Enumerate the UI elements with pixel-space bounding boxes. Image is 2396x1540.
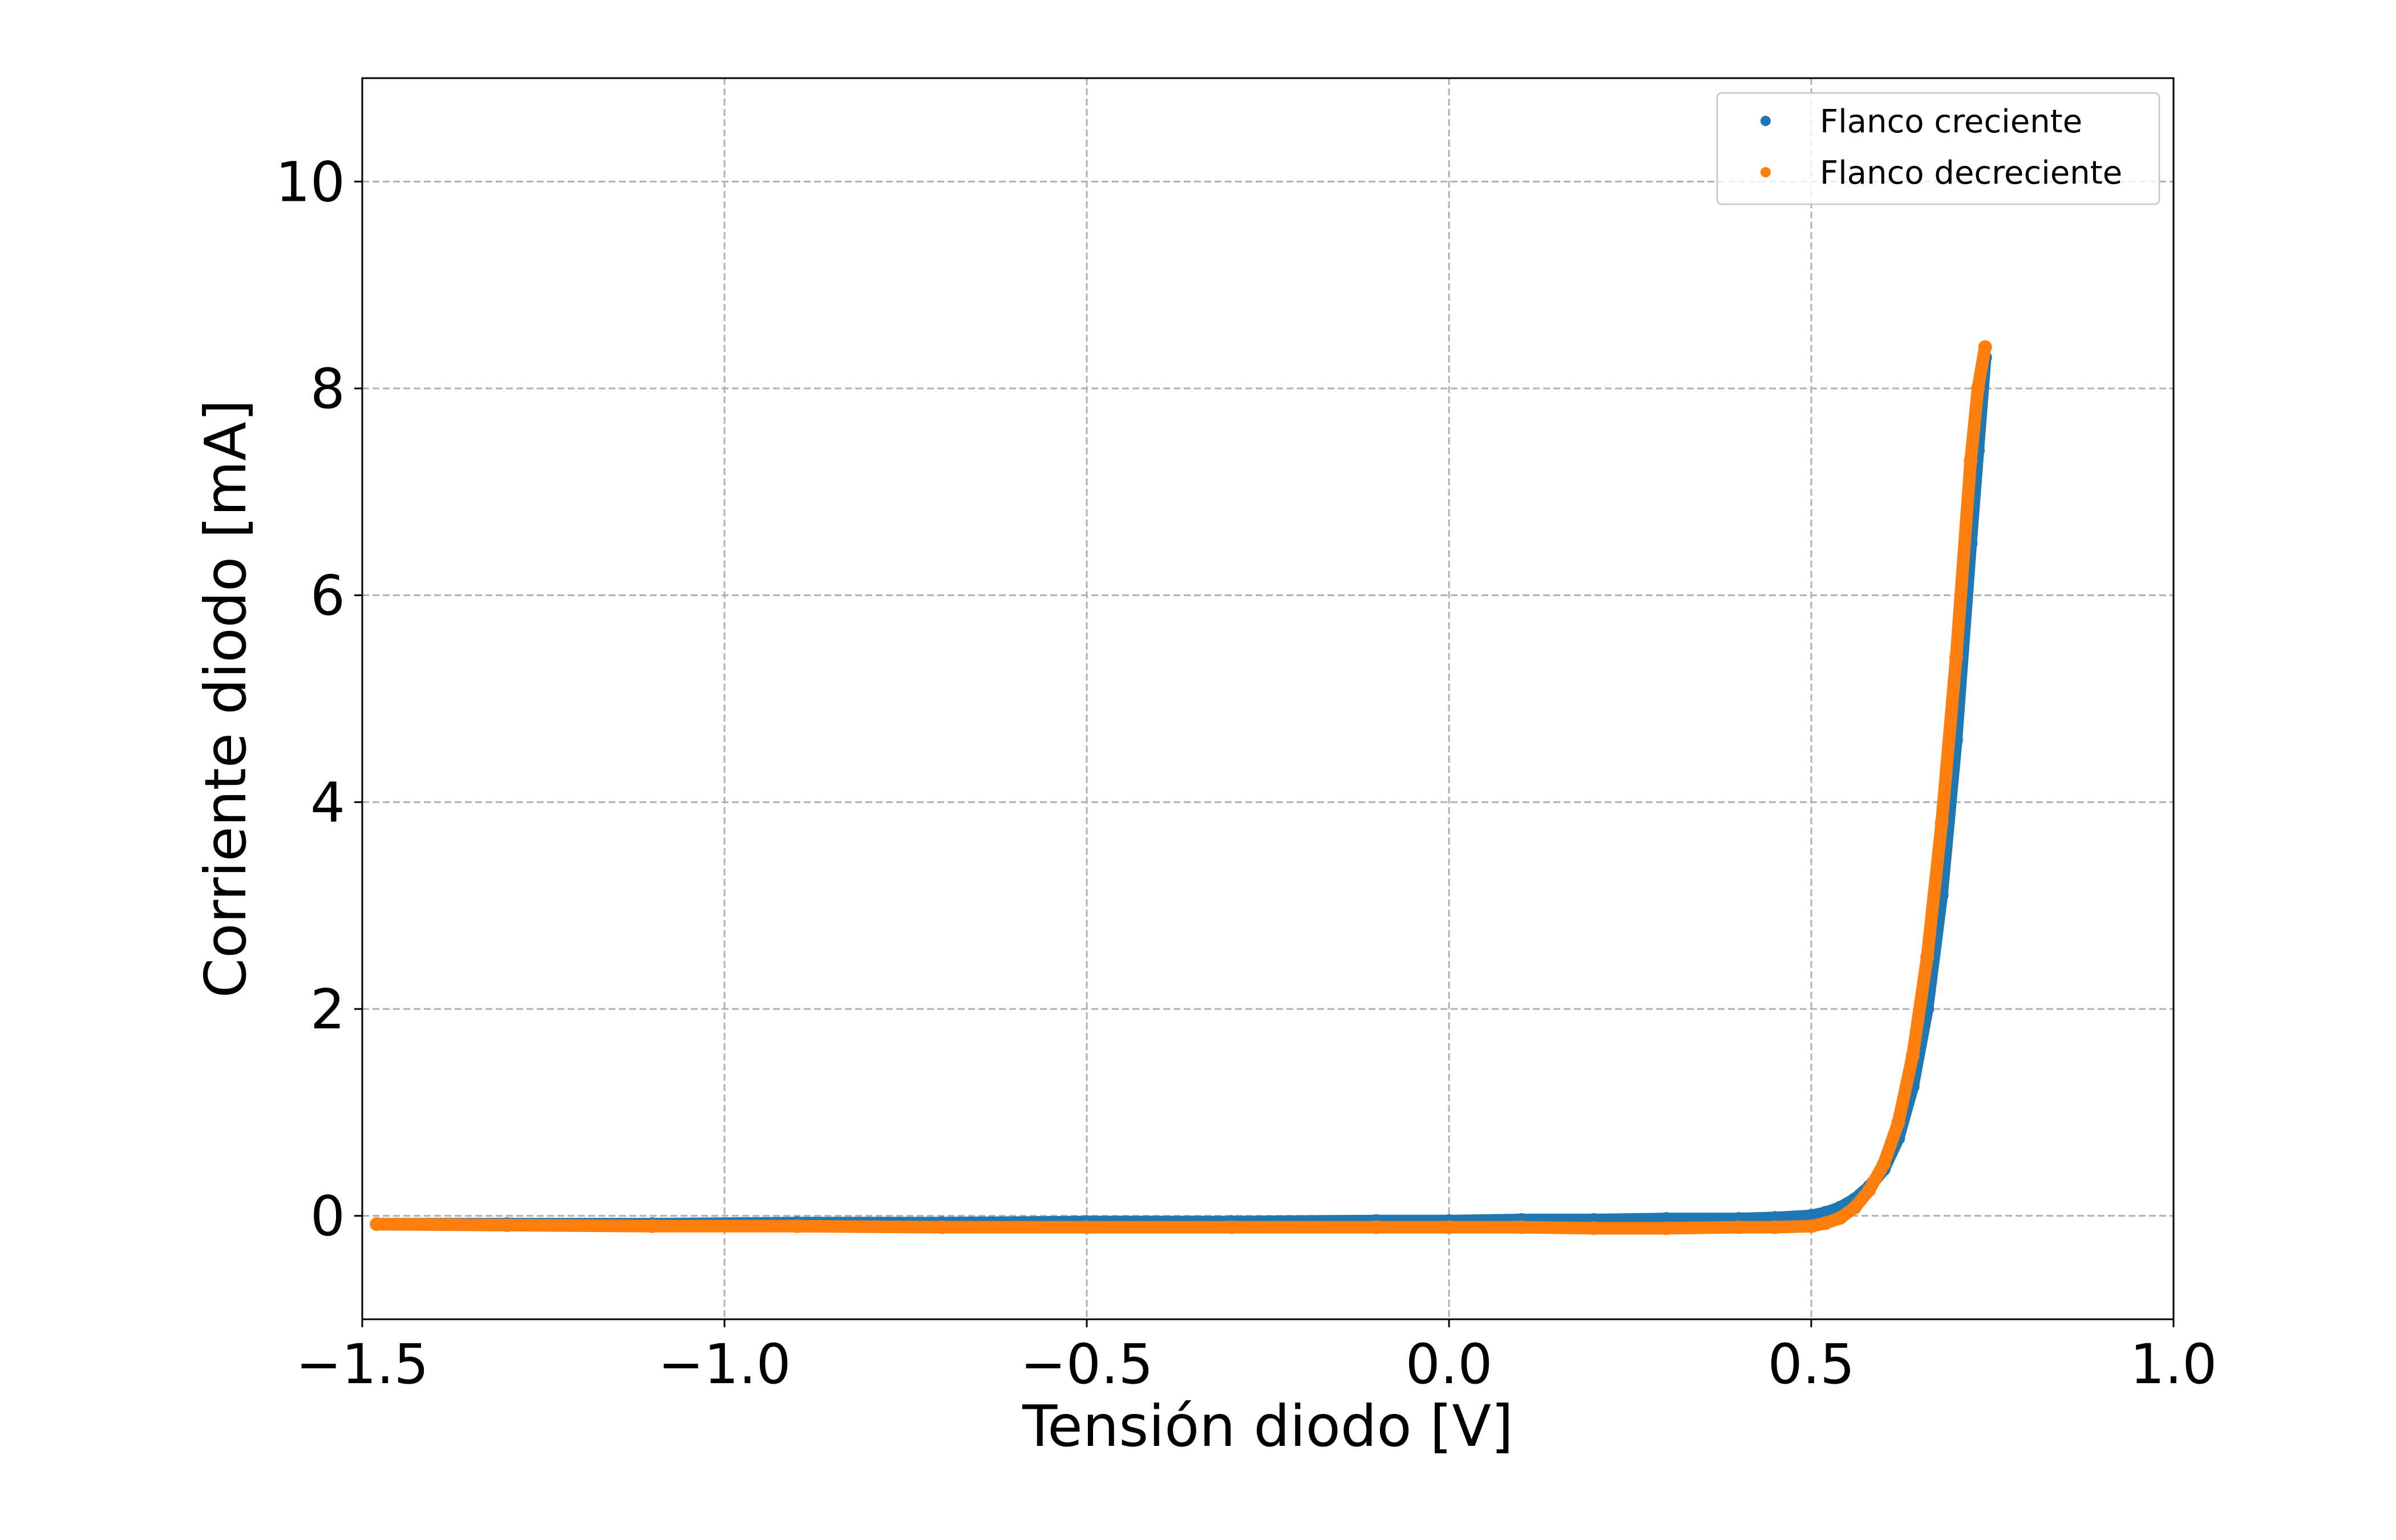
data-point xyxy=(1891,1116,1905,1130)
data-point xyxy=(1732,1220,1746,1234)
data-point xyxy=(1804,1219,1818,1233)
y-tick-label: 8 xyxy=(310,357,345,421)
data-point xyxy=(1971,382,1985,395)
plot-frame xyxy=(361,77,2175,1320)
data-point xyxy=(1949,650,1963,664)
data-point xyxy=(1660,1221,1673,1235)
series-trace-1 xyxy=(370,341,1992,1235)
data-point xyxy=(1515,1220,1528,1234)
data-point xyxy=(1768,1220,1782,1234)
data-point xyxy=(1978,340,1992,354)
data-point xyxy=(1862,1183,1876,1197)
data-point xyxy=(1905,1048,1920,1063)
data-point xyxy=(1225,1220,1239,1234)
legend-marker-flanco-decreciente xyxy=(1760,167,1771,177)
data-point xyxy=(370,1217,384,1231)
data-point xyxy=(645,1219,659,1233)
data-point xyxy=(1934,816,1949,830)
data-point xyxy=(1848,1201,1862,1215)
x-axis-label: Tensión diodo [V] xyxy=(1022,1393,1513,1460)
x-tick-label: −1.5 xyxy=(296,1332,428,1396)
data-point xyxy=(1587,1221,1601,1235)
y-tick-label: 4 xyxy=(310,771,345,834)
data-point xyxy=(1920,950,1934,964)
y-tick-label: 10 xyxy=(276,150,345,214)
data-point xyxy=(1442,1220,1456,1234)
data-point xyxy=(500,1218,514,1232)
data-point xyxy=(1877,1157,1891,1171)
legend-box xyxy=(1716,92,2160,205)
x-tick-label: 1.0 xyxy=(2130,1332,2217,1396)
x-tick-label: 0.5 xyxy=(1768,1332,1855,1396)
x-tick-label: −0.5 xyxy=(1020,1332,1153,1396)
data-point xyxy=(790,1219,804,1233)
x-tick-label: −1.0 xyxy=(658,1332,791,1396)
data-point xyxy=(1964,453,1978,468)
data-point xyxy=(935,1220,949,1234)
legend-label-flanco-decreciente: Flanco decreciente xyxy=(1820,155,2122,192)
axis-ticks: −1.5 −1.0 −0.5 0.0 0.5 1.0 0 2 4 6 8 10 xyxy=(276,150,2217,1396)
y-tick-label: 0 xyxy=(310,1185,345,1249)
data-point xyxy=(1080,1220,1094,1234)
x-tick-label: 0.0 xyxy=(1406,1332,1493,1396)
y-axis-label: Corriente diodo [mA] xyxy=(192,399,259,998)
plot-data xyxy=(370,340,1992,1235)
legend-label-flanco-creciente: Flanco creciente xyxy=(1820,103,2082,140)
legend-marker-flanco-creciente xyxy=(1760,116,1771,126)
y-tick-label: 6 xyxy=(310,564,345,628)
data-point xyxy=(1370,1220,1383,1234)
data-point xyxy=(1819,1216,1833,1230)
data-point xyxy=(1833,1211,1847,1225)
legend: Flanco creciente Flanco decreciente xyxy=(1716,92,2160,205)
y-tick-label: 2 xyxy=(310,978,345,1041)
